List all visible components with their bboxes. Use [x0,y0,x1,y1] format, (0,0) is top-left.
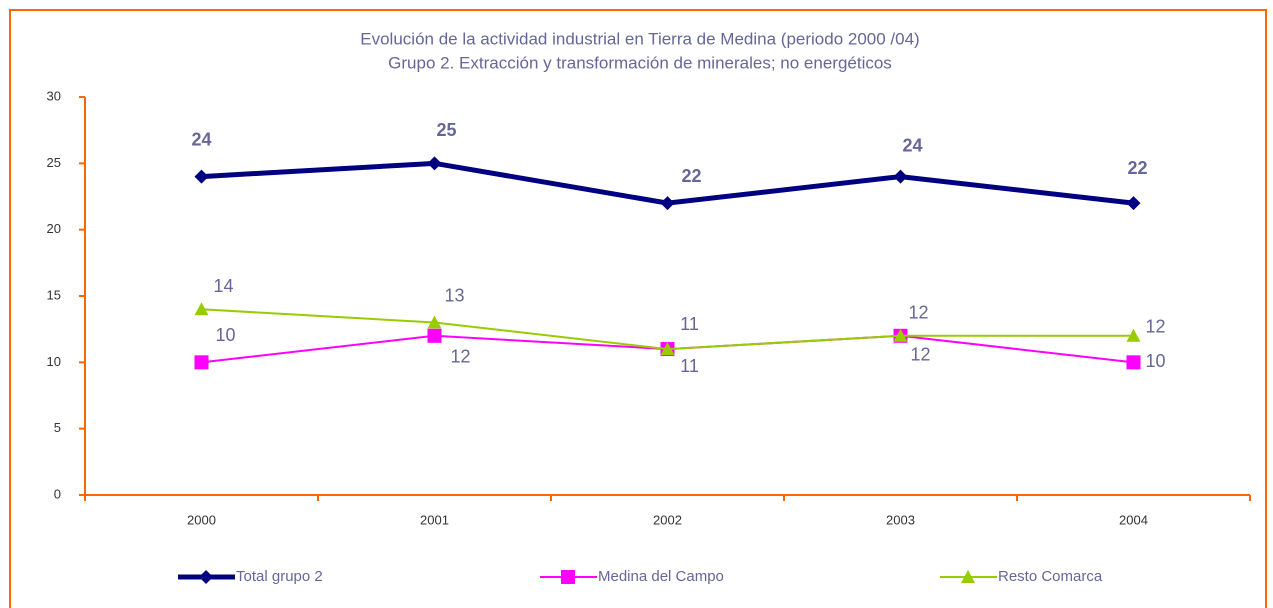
x-tick-label: 2004 [1119,512,1148,527]
y-tick-label: 0 [54,486,61,501]
x-tick-label: 2002 [653,512,682,527]
diamond-marker [660,196,675,211]
square-marker [194,355,209,370]
square-marker [561,570,575,584]
chart-border [9,9,1267,608]
y-tick-label: 20 [47,221,61,236]
square-marker [427,328,442,343]
y-tick-label: 30 [47,88,61,103]
data-label: 25 [436,120,456,140]
triangle-marker [660,342,675,356]
data-label: 22 [1127,158,1147,178]
data-label: 24 [902,135,922,155]
data-label: 12 [1146,317,1166,337]
data-label: 22 [681,166,701,186]
diamond-marker [194,169,209,184]
triangle-marker [961,570,975,583]
y-tick-label: 10 [47,354,61,369]
data-label: 11 [680,356,699,376]
data-label: 13 [444,285,464,305]
diamond-marker [199,570,213,584]
diamond-marker [427,156,442,171]
y-tick-label: 5 [54,420,61,435]
triangle-marker [194,302,209,316]
data-label: 10 [215,325,235,345]
triangle-marker [427,315,442,329]
x-tick-label: 2000 [187,512,216,527]
chart-subtitle: Grupo 2. Extracción y transformación de … [388,53,892,72]
data-label: 24 [191,129,211,149]
triangle-marker [1126,328,1141,342]
triangle-marker [893,328,908,342]
x-tick-label: 2001 [420,512,449,527]
data-label: 14 [213,276,233,296]
x-tick-label: 2003 [886,512,915,527]
data-label: 12 [910,345,930,365]
y-tick-label: 15 [47,287,61,302]
square-marker [1126,355,1141,370]
data-label: 11 [680,314,699,334]
chart-title: Evolución de la actividad industrial en … [360,29,919,48]
legend-label: Medina del Campo [598,568,724,585]
data-label: 12 [908,303,928,323]
legend-label: Resto Comarca [998,568,1103,585]
diamond-marker [1126,196,1141,211]
legend-label: Total grupo 2 [236,568,323,585]
y-tick-label: 25 [47,155,61,170]
data-label: 12 [450,347,470,367]
diamond-marker [893,169,908,184]
data-label: 10 [1146,351,1166,371]
